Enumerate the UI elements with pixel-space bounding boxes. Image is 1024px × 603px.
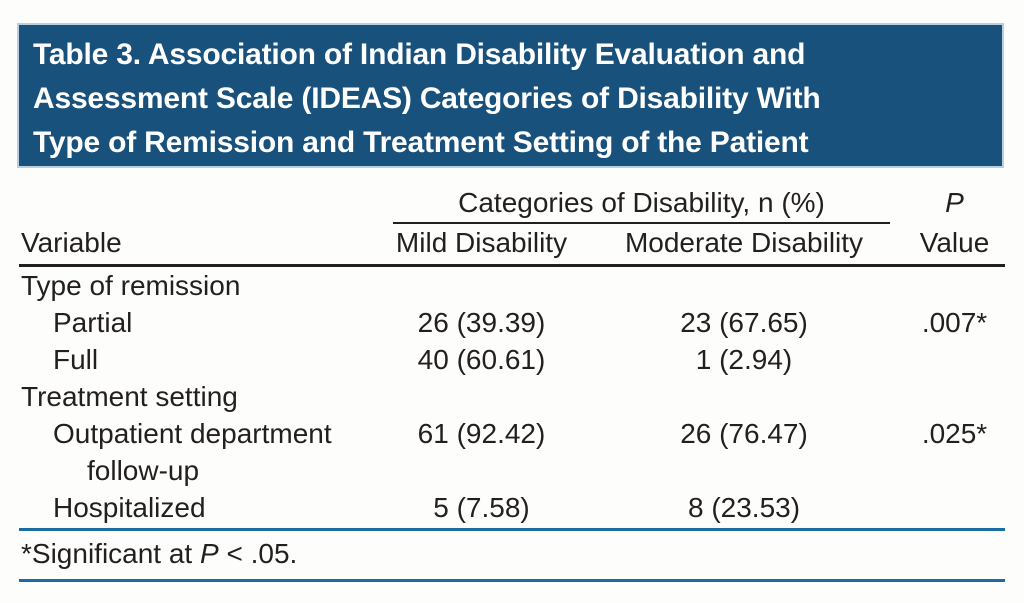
row-hospitalized: Hospitalized 5 (7.58) 8 (23.53) bbox=[19, 489, 1005, 526]
cell-mild: 61 (92.42) bbox=[417, 418, 546, 449]
cell-pvalue bbox=[904, 378, 1005, 415]
row-label: Type of remission bbox=[21, 270, 241, 301]
row-outpatient-department-follow-up: Outpatient department follow-up 61 (92.4… bbox=[19, 415, 1005, 489]
title-line-1: Table 3. Association of Indian Disabilit… bbox=[33, 38, 806, 71]
row-label: Treatment setting bbox=[21, 381, 238, 412]
row-treatment-setting: Treatment setting bbox=[19, 378, 1005, 415]
row-label: Hospitalized bbox=[53, 492, 206, 523]
cell-pvalue: .025* bbox=[921, 418, 988, 449]
footnote: *Significant at P < .05. bbox=[19, 528, 1005, 582]
row-partial: Partial 26 (39.39) 23 (67.65) .007* bbox=[19, 304, 1005, 341]
row-label: Partial bbox=[53, 307, 133, 338]
group-header-label: Categories of Disability, n (%) bbox=[393, 188, 891, 224]
cell-mild bbox=[379, 378, 584, 415]
cell-moderate bbox=[584, 266, 904, 305]
footnote-prefix: *Significant at bbox=[21, 538, 200, 569]
title-line-2: Assessment Scale (IDEAS) Categories of D… bbox=[33, 82, 821, 115]
cell-moderate: 8 (23.53) bbox=[687, 492, 801, 523]
column-header-value: Value bbox=[904, 224, 1006, 267]
footnote-suffix: < .05. bbox=[218, 538, 298, 569]
cell-pvalue bbox=[904, 341, 1005, 378]
cell-mild bbox=[379, 266, 584, 305]
footnote-p-symbol: P bbox=[200, 538, 219, 569]
row-type-of-remission: Type of remission bbox=[19, 266, 1005, 305]
cell-mild: 5 (7.58) bbox=[433, 492, 530, 523]
cell-moderate: 26 (76.47) bbox=[680, 418, 808, 449]
cell-moderate: 1 (2.94) bbox=[695, 344, 793, 375]
cell-moderate bbox=[584, 378, 904, 415]
cell-pvalue bbox=[904, 266, 1005, 305]
p-header-label: P bbox=[945, 187, 964, 218]
column-header-variable: Variable bbox=[19, 224, 379, 267]
cell-mild: 40 (60.61) bbox=[417, 344, 546, 375]
column-header-moderate: Moderate Disability bbox=[584, 224, 905, 267]
row-full: Full 40 (60.61) 1 (2.94) bbox=[19, 341, 1005, 378]
title-line-3: Type of Remission and Treatment Setting … bbox=[33, 126, 809, 159]
group-header-row: Categories of Disability, n (%) P bbox=[19, 176, 1005, 224]
cell-mild: 26 (39.39) bbox=[417, 307, 546, 338]
table-title-banner: Table 3. Association of Indian Disabilit… bbox=[17, 23, 1004, 168]
results-table: Categories of Disability, n (%) P Variab… bbox=[19, 176, 1006, 526]
row-label: Full bbox=[53, 344, 99, 375]
group-header-cell: Categories of Disability, n (%) bbox=[379, 176, 904, 224]
group-header-spacer bbox=[19, 176, 379, 224]
cell-pvalue: .007* bbox=[921, 307, 988, 338]
cell-moderate: 23 (67.65) bbox=[680, 307, 808, 338]
row-label: Outpatient department bbox=[53, 418, 332, 449]
row-label-line2: follow-up bbox=[87, 455, 200, 486]
column-header-row: Variable Mild Disability Moderate Disabi… bbox=[19, 224, 1006, 267]
column-header-mild: Mild Disability bbox=[379, 224, 584, 267]
cell-pvalue bbox=[904, 489, 1005, 526]
